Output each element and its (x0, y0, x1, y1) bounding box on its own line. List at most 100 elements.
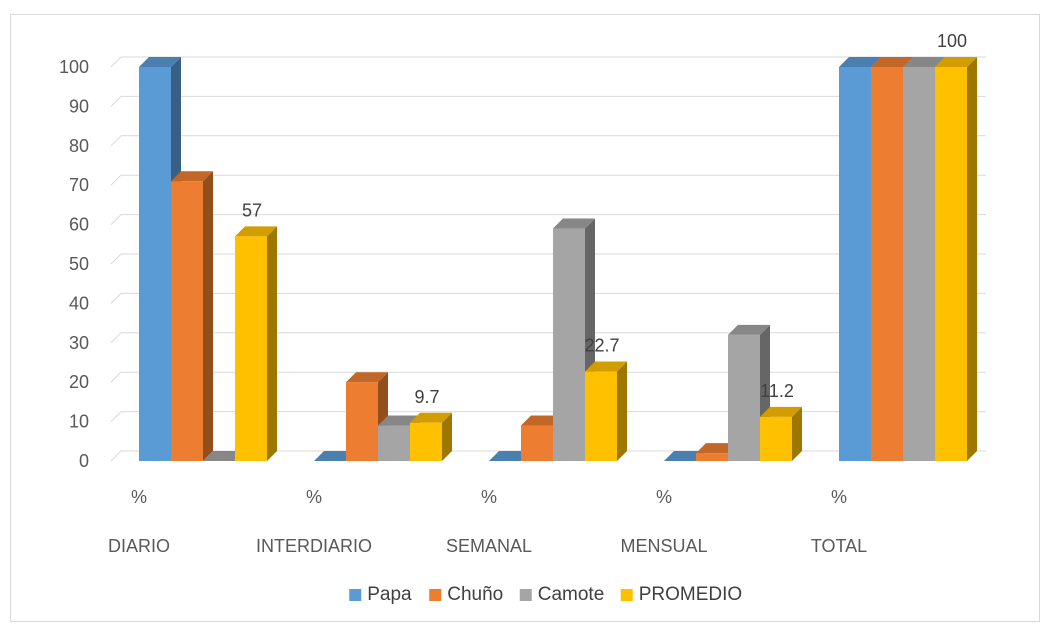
bar-side (617, 361, 627, 461)
chart-frame: 0 10 20 30 40 50 60 70 80 90 100 57 9.7 22.7 11.2 100 … (10, 14, 1040, 622)
bar-top (696, 443, 738, 454)
legend-swatch (349, 589, 362, 601)
data-labels: 57 9.7 22.7 11.2 100 (242, 31, 967, 407)
gridline-depth (110, 135, 122, 147)
legend-label: Papa (367, 584, 412, 605)
bar-top (521, 415, 563, 426)
x-category-label: SEMANAL (446, 536, 532, 556)
bar-top (760, 406, 802, 417)
bar-papa-interdiario (314, 451, 356, 461)
y-tick-label: 40 (69, 293, 89, 313)
bar-front (871, 67, 903, 461)
gridline-depth (110, 332, 122, 344)
bar-promedio-total (935, 57, 977, 461)
x-sub-label: % (131, 487, 147, 507)
legend-label: Camote (538, 584, 605, 605)
x-sub-label: % (831, 487, 847, 507)
y-axis-ticks: 0 10 20 30 40 50 60 70 80 90 100 (59, 57, 89, 471)
legend: Papa Chuño Camote PROMEDIO (349, 584, 742, 605)
x-category-label: TOTAL (811, 536, 867, 556)
bar-front (760, 416, 792, 461)
data-label: 57 (242, 200, 262, 220)
y-tick-label: 0 (79, 451, 89, 471)
bar-side (203, 171, 213, 461)
gridline-depth (110, 56, 122, 68)
bars (139, 57, 977, 461)
y-tick-label: 100 (59, 57, 89, 77)
legend-item-papa: Papa (349, 584, 412, 605)
bar-front (728, 334, 760, 461)
gridline-depth (110, 214, 122, 225)
x-sub-label: % (481, 487, 497, 507)
bar-top (664, 451, 706, 461)
x-sub-label: % (306, 487, 322, 507)
legend-swatch (620, 589, 633, 601)
legend-item-camote: Camote (519, 584, 605, 605)
bar-side (967, 57, 977, 461)
x-category-label: DIARIO (108, 536, 170, 556)
bar-front (903, 67, 935, 461)
gridline-depth (110, 174, 122, 186)
bar-top (410, 412, 452, 423)
bar-papa-semanal (489, 451, 531, 461)
bar-side (267, 226, 277, 461)
legend-swatch (429, 589, 442, 601)
bar-promedio-mensual (760, 406, 802, 461)
legend-label: PROMEDIO (639, 584, 742, 605)
bar-top (839, 57, 881, 67)
x-axis-categories: % DIARIO% INTERDIARIO% SEMANAL% MENSUAL% TOTA… (108, 487, 867, 556)
gridline-depth (110, 450, 122, 462)
data-label: 22.7 (584, 336, 619, 356)
gridline-depth (110, 96, 122, 107)
bar-top (203, 451, 245, 461)
y-tick-label: 60 (69, 215, 89, 235)
data-label: 11.2 (760, 381, 794, 401)
bar-front (235, 236, 267, 461)
bar-front (378, 425, 410, 461)
bar-front (346, 382, 378, 461)
bar-front (171, 181, 203, 461)
bar-top (314, 451, 356, 461)
gridline-depth (110, 371, 122, 383)
bar-front (935, 67, 967, 461)
gridline-depth (110, 293, 122, 304)
bar-chuño-diario (171, 171, 213, 461)
x-sub-label: % (656, 487, 672, 507)
y-tick-label: 90 (69, 96, 89, 116)
bar-front (139, 67, 171, 461)
bar-front (521, 425, 553, 461)
bar-promedio-interdiario (410, 412, 452, 461)
x-category-label: MENSUAL (620, 536, 707, 556)
bar-papa-mensual (664, 451, 706, 461)
bar-top (139, 57, 181, 67)
gridline-depth (110, 253, 122, 265)
bar-front (839, 67, 871, 461)
bar-top (871, 57, 913, 67)
bar-top (903, 57, 945, 67)
y-tick-label: 80 (69, 136, 89, 156)
bar-top (346, 372, 388, 383)
y-tick-label: 20 (69, 372, 89, 392)
legend-item-promedio: PROMEDIO (620, 584, 742, 605)
bar-front (410, 422, 442, 461)
y-tick-label: 30 (69, 333, 89, 353)
bar-promedio-semanal (585, 361, 627, 461)
legend-label: Chuño (447, 584, 503, 605)
bar-top (378, 415, 420, 426)
bar-top (585, 361, 627, 372)
y-tick-label: 70 (69, 175, 89, 195)
bar-front (585, 371, 617, 461)
bar-top (489, 451, 531, 461)
data-label: 9.7 (414, 387, 439, 407)
bar-side (442, 412, 452, 461)
bar-top (935, 57, 977, 67)
data-label: 100 (937, 31, 967, 51)
legend-swatch (519, 589, 532, 601)
y-tick-label: 50 (69, 254, 89, 274)
bar-side (792, 406, 802, 461)
x-category-label: INTERDIARIO (256, 536, 372, 556)
bar-top (235, 226, 277, 237)
bar-top (553, 218, 595, 229)
gridline-depth (110, 411, 122, 422)
